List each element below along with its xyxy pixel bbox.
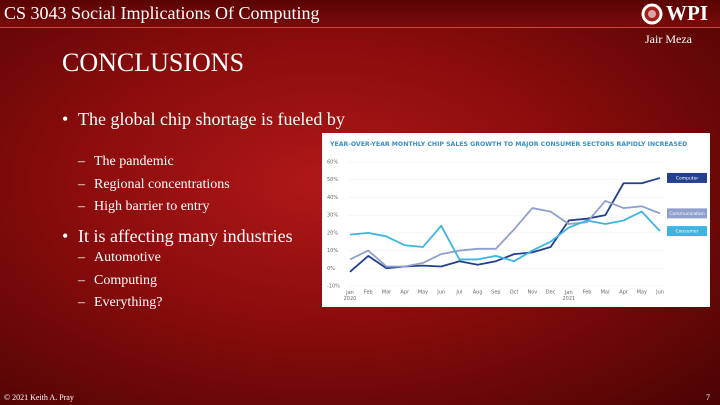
y-tick-label: 10% (327, 248, 338, 254)
logo-seal (641, 3, 663, 25)
author: Jair Meza (645, 32, 692, 46)
y-tick-label: 60% (327, 160, 338, 166)
x-tick-label: Feb (583, 290, 592, 296)
sub-bullet: Automotive (78, 250, 161, 266)
series-line (349, 210, 661, 263)
legend-entry: Computer (667, 172, 707, 183)
chart-title: YEAR-OVER-YEAR MONTHLY CHIP SALES GROWTH… (329, 141, 687, 148)
bullet: The global chip shortage is fueled by (62, 109, 368, 129)
legend-box (667, 172, 707, 183)
x-tick-label: Jul (455, 290, 462, 296)
sub-bullet: The pandemic (78, 154, 174, 170)
x-tick-label: Mar (382, 290, 392, 296)
legend-entry: Consumer (667, 226, 707, 237)
y-tick-label: 30% (327, 213, 338, 219)
legend-box (667, 208, 707, 219)
x-tick-label: Nov (527, 290, 537, 296)
header-bar (0, 0, 720, 28)
sub-bullet: Everything? (78, 295, 163, 311)
y-tick-label: 0% (327, 266, 335, 272)
sub-bullet: Regional concentrations (78, 177, 230, 193)
x-tick-label: Jan 2021 (562, 290, 575, 302)
x-tick-label: Jun (655, 290, 664, 296)
chart: YEAR-OVER-YEAR MONTHLY CHIP SALES GROWTH… (322, 133, 710, 307)
x-tick-label: Jan 2020 (344, 290, 357, 302)
chart-background (322, 133, 710, 307)
legend-label: Communication (669, 211, 705, 217)
x-tick-label: Jun (436, 290, 445, 296)
legend-label: Computer (676, 175, 699, 181)
y-tick-label: 40% (327, 195, 338, 201)
copyright: © 2021 Keith A. Pray (4, 393, 74, 402)
logo-text: WPI (666, 1, 708, 25)
bullet: It is affecting many industries (62, 226, 368, 246)
sub-bullet: High barrier to entry (78, 199, 210, 215)
series-line (349, 200, 661, 268)
page-number: 7 (706, 393, 710, 402)
slide-title: CONCLUSIONS (62, 48, 245, 77)
x-tick-label: Dec (546, 290, 556, 296)
x-tick-label: May (637, 290, 647, 296)
x-tick-label: Oct (510, 290, 519, 296)
legend-label: Consumer (676, 229, 699, 235)
x-tick-label: Sep (491, 290, 500, 296)
x-tick-label: Feb (364, 290, 373, 296)
sub-bullet: Computing (78, 273, 157, 289)
y-tick-label: 50% (327, 177, 338, 183)
course-title: CS 3043 Social Implications Of Computing (4, 3, 320, 23)
x-tick-label: Apr (619, 290, 629, 296)
x-tick-label: May (418, 290, 428, 296)
x-tick-label: Mar (601, 290, 611, 296)
y-tick-label: -10% (327, 284, 340, 290)
legend-entry: Communication (667, 208, 707, 219)
x-tick-label: Aug (473, 290, 483, 296)
x-tick-label: Apr (400, 290, 410, 296)
y-tick-label: 20% (327, 230, 338, 236)
legend-box (667, 226, 707, 237)
